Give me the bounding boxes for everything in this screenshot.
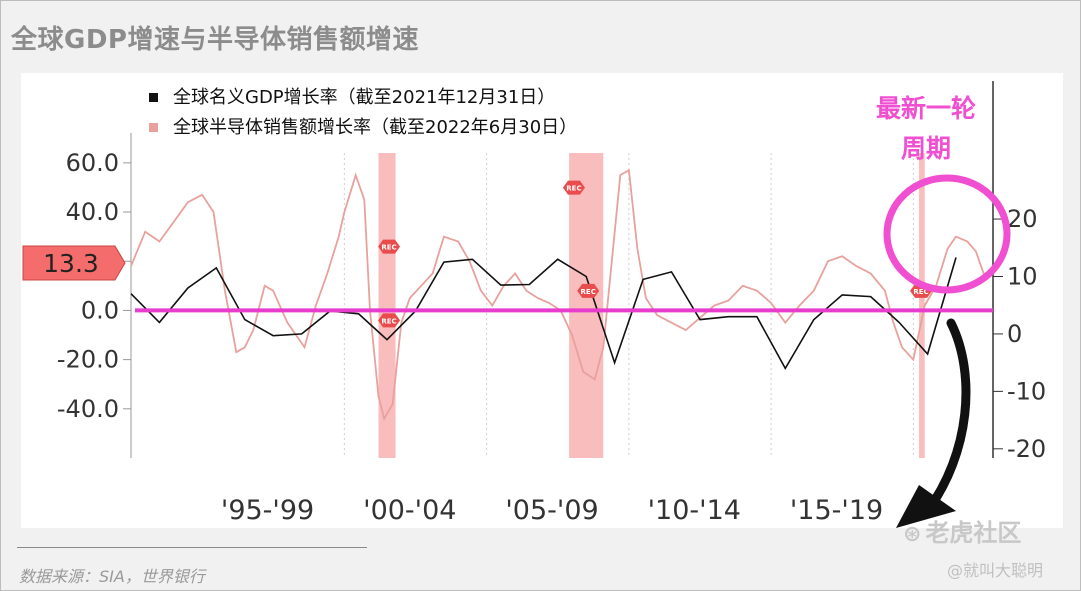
rec-marker-label: REC — [566, 185, 581, 193]
source-note: 数据来源：SIA，世界银行 — [19, 567, 205, 586]
left-axis-tick-label: -20.0 — [57, 346, 119, 374]
cycle-annotation-line2: 周期 — [901, 134, 951, 163]
tiger-logo-icon: ⊛ — [903, 522, 922, 547]
x-axis-tick-label: '05-'09 — [505, 495, 598, 526]
rec-marker — [562, 180, 585, 195]
x-axis-tick-label: '15-'19 — [790, 495, 883, 526]
right-axis-tick-label: -10 — [1007, 377, 1046, 405]
watermark-logo-text: 老虎社区 — [925, 519, 1022, 547]
x-axis-tick-label: '95-'99 — [221, 495, 314, 526]
arrow-stroke — [921, 318, 971, 518]
left-axis-tick-label: -40.0 — [57, 395, 119, 423]
recession-band — [378, 153, 396, 458]
legend-semi-label: 全球半导体销售额增长率（截至2022年6月30日） — [173, 117, 577, 138]
page-title: 全球GDP增速与半导体销售额增速 — [11, 25, 419, 55]
right-axis-tick-label: 0 — [1007, 320, 1022, 348]
chart-svg: 60.040.020.00.0-20.0-40.020100-10-20'95-… — [22, 78, 1046, 528]
legend-semi-swatch — [149, 123, 158, 132]
recession-band — [919, 153, 925, 458]
chart-area: 60.040.020.00.0-20.0-40.020100-10-20'95-… — [21, 73, 1063, 528]
current-value-tag — [22, 245, 126, 281]
watermark-user: @就叫大聪明 — [947, 561, 1044, 580]
legend-box — [133, 78, 653, 148]
rec-marker — [577, 283, 600, 298]
cycle-highlight-circle — [883, 174, 1011, 294]
cycle-annotation-line1: 最新一轮 — [876, 94, 976, 123]
gdp-series-line — [130, 257, 957, 371]
semiconductor-series-line — [130, 168, 986, 421]
right-axis-tick-label: 20 — [1007, 205, 1038, 233]
right-axis-tick-label: -20 — [1007, 435, 1046, 463]
x-axis-tick-label: '00-'04 — [363, 495, 456, 526]
left-axis-tick-label: 60.0 — [66, 149, 119, 177]
arrow-head — [896, 485, 956, 528]
left-axis-tick-label: 0.0 — [81, 296, 119, 324]
recession-band — [569, 153, 604, 458]
rec-marker-label: REC — [381, 244, 396, 252]
legend-gdp-swatch — [149, 93, 158, 102]
rec-marker-label: REC — [581, 288, 596, 296]
source-divider — [17, 547, 367, 548]
rec-marker-label: REC — [913, 288, 928, 296]
watermark-logo: ⊛ 老虎社区 — [903, 513, 1021, 548]
rec-marker — [378, 313, 401, 328]
rec-marker-label: REC — [381, 317, 396, 325]
current-value-label: 13.3 — [43, 249, 99, 278]
legend-gdp-label: 全球名义GDP增长率（截至2021年12月31日） — [173, 87, 555, 108]
right-axis-tick-label: 10 — [1007, 262, 1038, 290]
left-axis-tick-label: 40.0 — [66, 198, 119, 226]
rec-marker — [378, 239, 401, 254]
x-axis-tick-label: '10-'14 — [648, 495, 741, 526]
